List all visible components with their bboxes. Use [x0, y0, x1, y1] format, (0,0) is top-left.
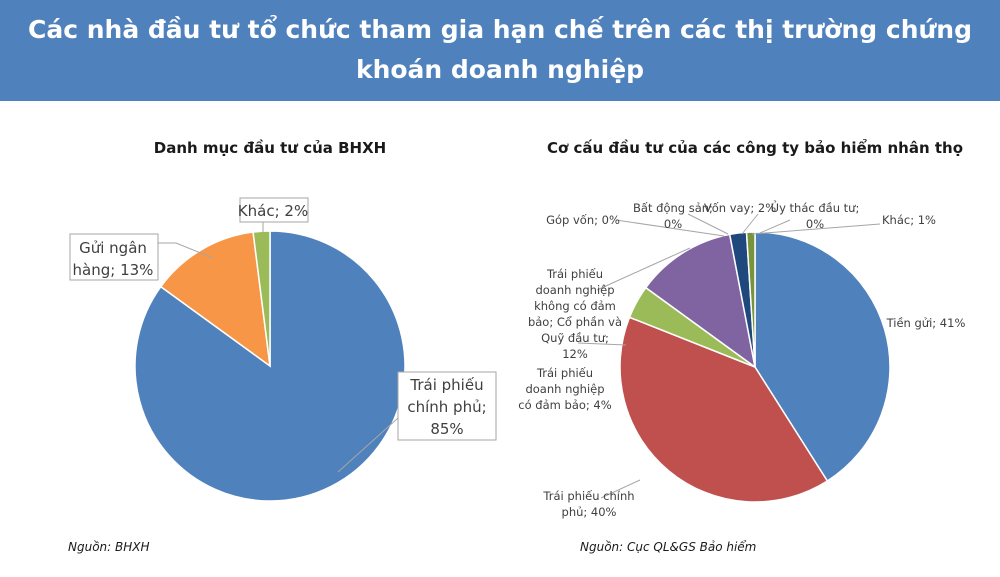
- svg-text:Tiền gửi; 41%: Tiền gửi; 41%: [886, 316, 966, 330]
- right-label-tpdn-khong-dam-bao: Trái phiếu doanh nghiệp không có đảm bảo; C…: [528, 267, 622, 361]
- left-label-trai-phieu: Trái phiếu chính phủ; 85%: [397, 371, 497, 441]
- right-label-tpdn-co-dam-bao: Trái phiếu doanh nghiệp có đảm bảo; 4%: [518, 366, 611, 412]
- right-pie: [619, 231, 891, 503]
- right-label-von-vay: Vốn vay; 2%: [704, 201, 776, 215]
- right-label-khac: Khác; 1%: [882, 213, 936, 227]
- left-slice-khac: [252, 230, 271, 367]
- left-pie: [134, 230, 406, 502]
- right-label-uy-thac: Ủy thác đầu tư; 0%: [771, 199, 860, 231]
- right-chart-title: Cơ cấu đầu tư của các công ty bảo hiểm n…: [546, 139, 964, 157]
- left-slice-gui-ngan-hang: [159, 231, 271, 368]
- right-slice-trai-phieu-doanh-nghiep-khong-co-dam-bao: [644, 233, 757, 369]
- svg-text:Khác; 2%: Khác; 2%: [238, 202, 308, 220]
- right-leader-von-vay: [741, 213, 759, 235]
- svg-text:Khác; 1%: Khác; 1%: [882, 213, 936, 227]
- right-leader-gop-von: [615, 219, 725, 237]
- right-leader-uy-thac: [759, 219, 791, 234]
- svg-text:Ủy thác đầu tư;0%: Ủy thác đầu tư; 0%: [771, 199, 860, 231]
- left-chart-title: Danh mục đầu tư của BHXH: [153, 139, 387, 157]
- left-leader-trai-phieu: [337, 417, 399, 473]
- svg-text:Vốn vay; 2%: Vốn vay; 2%: [704, 201, 776, 215]
- svg-text:Bất động sản;0%: Bất động sản; 0%: [633, 201, 713, 231]
- header-banner: Các nhà đầu tư tổ chức tham gia hạn chế …: [0, 0, 1000, 101]
- right-leader-tp-chinh-phu: [600, 479, 641, 499]
- right-label-tien-gui: Tiền gửi; 41%: [886, 316, 966, 330]
- right-label-tp-chinh-phu: Trái phiếu chính phủ; 40%: [542, 489, 634, 519]
- right-leader-khac: [751, 223, 881, 235]
- page-title: Các nhà đầu tư tổ chức tham gia hạn chế …: [28, 15, 972, 84]
- right-slice-tien-gui: [754, 231, 891, 483]
- right-label-bat-dong-san: Bất động sản; 0%: [633, 201, 713, 231]
- left-label-khac: Khác; 2%: [238, 197, 309, 223]
- right-leader-bat-dong-san: [687, 213, 729, 235]
- right-label-gop-von: Góp vốn; 0%: [546, 213, 620, 227]
- right-leader-tpdn-khong-dam-bao: [596, 247, 691, 291]
- left-source: Nguồn: BHXH: [68, 540, 150, 554]
- left-label-gui-ngan-hang: Gửi ngân hàng; 13%: [69, 233, 159, 281]
- right-source: Nguồn: Cục QL&GS Bảo hiểm: [580, 540, 757, 554]
- right-slice-trai-phieu-chinh-phu: [619, 316, 829, 503]
- left-leader-gui-ngan-hang: [158, 242, 214, 259]
- right-leader-tpdn-co-dam-bao: [577, 342, 627, 346]
- right-slice-khac: [745, 231, 756, 368]
- svg-text:Góp vốn; 0%: Góp vốn; 0%: [546, 213, 620, 227]
